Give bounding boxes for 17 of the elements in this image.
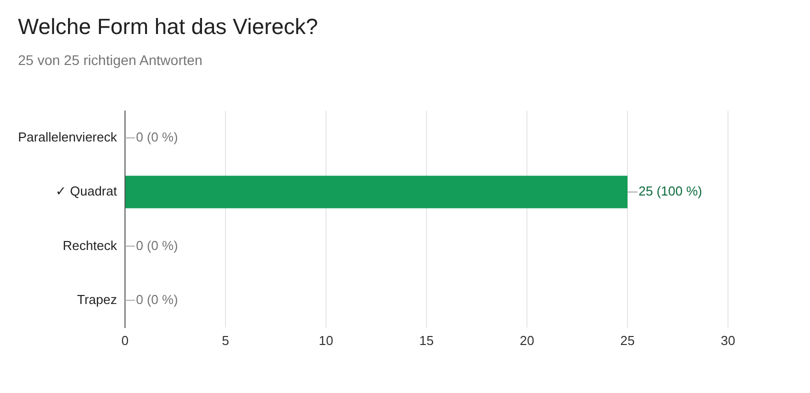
chart-subtitle: 25 von 25 richtigen Antworten	[18, 52, 202, 68]
x-tick-label: 0	[121, 332, 129, 348]
x-tick-label: 30	[720, 332, 736, 348]
x-tick-label: 25	[620, 332, 635, 348]
chart-title: Welche Form hat das Viereck?	[18, 14, 318, 40]
y-tick-label: ✓ Quadrat	[55, 184, 118, 199]
y-tick-label: Parallelenviereck	[18, 129, 118, 144]
x-tick-label: 10	[318, 332, 334, 348]
x-tick-label: 15	[419, 332, 434, 348]
x-tick-label: 5	[222, 332, 230, 348]
data-label: 0 (0 %)	[136, 238, 178, 253]
y-tick-label: Rechteck	[62, 238, 118, 253]
x-tick-label: 20	[520, 332, 534, 348]
data-label: 0 (0 %)	[136, 292, 178, 307]
data-label: 0 (0 %)	[136, 129, 178, 144]
y-tick-label: Trapez	[77, 292, 117, 307]
data-label: 25 (100 %)	[638, 184, 702, 199]
